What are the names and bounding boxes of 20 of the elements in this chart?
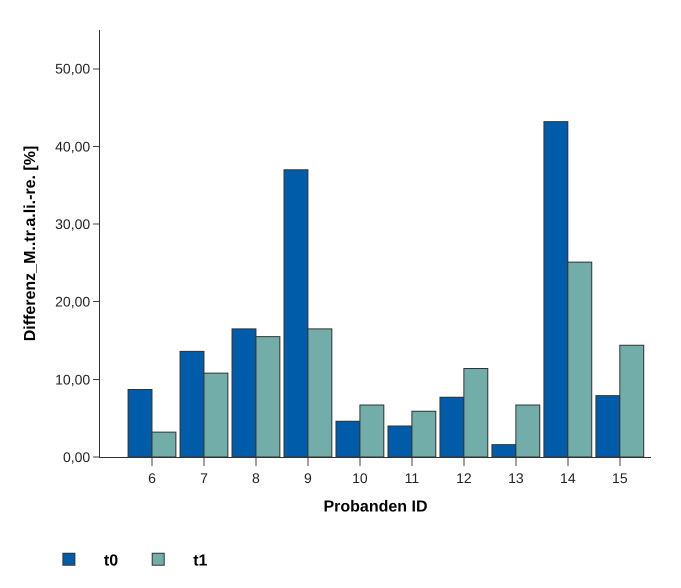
x-tick-label: 8 (252, 470, 260, 486)
x-tick-label: 12 (456, 470, 472, 486)
y-axis-title: Differenz_M..tr.a.li.-re. [%] (22, 146, 40, 342)
x-tick-label: 10 (352, 470, 368, 486)
x-tick-label: 15 (612, 470, 628, 486)
y-tick-label: 20,00 (55, 294, 90, 310)
legend-label: t1 (193, 552, 208, 570)
x-axis-title: Probanden ID (323, 498, 428, 516)
y-tick-label: 10,00 (55, 371, 90, 388)
y-tick-label: 40,00 (55, 138, 90, 154)
x-tick-label: 11 (404, 470, 420, 486)
legend-label: t0 (104, 552, 118, 570)
y-tick-label: 0,00 (62, 448, 90, 465)
y-tick-label: 30,00 (55, 216, 90, 232)
x-tick-label: 6 (148, 470, 156, 486)
x-tick-label: 9 (304, 470, 312, 486)
y-tick-label: 50,00 (55, 60, 90, 77)
x-tick-label: 7 (200, 470, 208, 486)
x-tick-label: 14 (560, 470, 576, 486)
x-tick-label: 13 (508, 470, 524, 486)
